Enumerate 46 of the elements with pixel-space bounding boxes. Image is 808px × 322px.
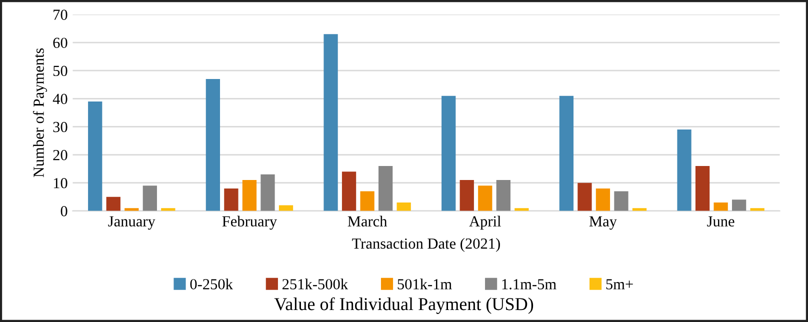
bar bbox=[324, 34, 338, 211]
bar bbox=[496, 180, 510, 211]
bar bbox=[88, 101, 102, 211]
y-tick-label: 20 bbox=[53, 150, 68, 160]
bar bbox=[142, 186, 157, 211]
bar bbox=[442, 96, 456, 211]
x-axis-title: Transaction Date (2021) bbox=[352, 238, 500, 252]
x-tick-label: June bbox=[707, 216, 734, 227]
y-tick-label: 10 bbox=[54, 178, 68, 188]
bar bbox=[460, 180, 474, 211]
x-tick-label: January bbox=[108, 216, 156, 230]
bar bbox=[596, 188, 610, 211]
bar bbox=[242, 180, 257, 211]
legend-label: 251k-500k bbox=[282, 278, 348, 290]
legend-label: 1.1m-5m bbox=[502, 279, 556, 290]
bar bbox=[614, 191, 628, 211]
legend-label: 5m+ bbox=[606, 279, 633, 290]
legend-label: 501k-1m bbox=[398, 278, 452, 290]
y-tick-label: 70 bbox=[54, 10, 68, 20]
bar bbox=[206, 79, 220, 211]
legend-title: Value of Individual Payment (USD) bbox=[274, 297, 534, 314]
x-tick-label: March bbox=[348, 216, 388, 227]
y-tick-label: 40 bbox=[52, 94, 68, 104]
legend-label: 0-250k bbox=[190, 278, 233, 290]
bar bbox=[106, 196, 120, 211]
bar bbox=[378, 166, 393, 211]
x-tick-label: April bbox=[469, 216, 501, 230]
bar bbox=[342, 172, 356, 211]
y-tick-label: 50 bbox=[53, 66, 68, 76]
y-tick-label: 0 bbox=[60, 206, 68, 216]
bar bbox=[578, 182, 592, 211]
bar bbox=[714, 202, 728, 211]
bar bbox=[396, 202, 411, 211]
bar bbox=[360, 191, 374, 211]
bar bbox=[478, 186, 492, 211]
bar bbox=[695, 166, 710, 211]
y-axis-title: Number of Payments bbox=[32, 48, 48, 178]
x-tick-label: February bbox=[222, 216, 277, 230]
bar bbox=[559, 96, 574, 211]
bar bbox=[260, 174, 275, 211]
bar bbox=[732, 200, 746, 211]
y-tick-label: 60 bbox=[53, 38, 68, 48]
x-tick-label: May bbox=[589, 216, 617, 230]
bar bbox=[677, 130, 692, 211]
y-tick-label: 30 bbox=[53, 122, 68, 132]
bar bbox=[224, 188, 238, 211]
